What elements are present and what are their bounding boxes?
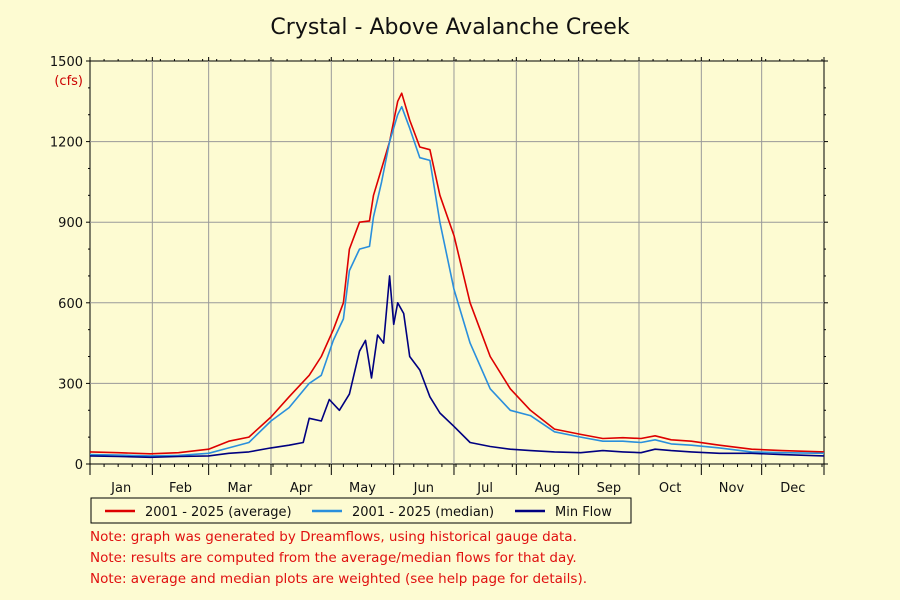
x-tick-label: Aug	[535, 481, 560, 496]
x-axis-labels: Jan Feb Mar Apr May Jun Jul Aug Sep Oct Nov Dec	[110, 481, 805, 496]
x-tick-label: Jun	[413, 481, 434, 496]
x-tick-label: Sep	[597, 481, 622, 496]
note-line: Note: average and median plots are weigh…	[90, 571, 588, 587]
y-tick-label: 0	[75, 458, 83, 473]
plot-area	[89, 60, 825, 465]
x-tick-label: May	[349, 481, 376, 496]
y-tick-label: 1200	[50, 136, 83, 151]
x-tick-label: Mar	[228, 481, 253, 496]
x-tick-label: Feb	[169, 481, 192, 496]
y-tick-label: 1500	[50, 55, 83, 70]
x-tick-label: Jan	[110, 481, 131, 496]
x-tick-label: Dec	[780, 481, 805, 496]
x-tick-label: Oct	[659, 481, 681, 496]
note-line: Note: graph was generated by Dreamflows,…	[90, 529, 577, 545]
legend: 2001 - 2025 (average) 2001 - 2025 (median…	[90, 497, 632, 524]
grid-lines	[90, 61, 824, 464]
series-line	[89, 275, 825, 459]
series-line	[89, 105, 825, 457]
x-tick-label: Nov	[719, 481, 745, 496]
x-tick-label: Apr	[290, 481, 313, 496]
axis-ticks	[86, 57, 828, 475]
series-line	[89, 92, 825, 455]
y-axis-labels: 0 300 600 900 1200 1500	[50, 55, 83, 473]
note-line: Note: results are computed from the aver…	[90, 550, 577, 566]
y-tick-label: 300	[58, 377, 83, 392]
y-axis-unit: (cfs)	[54, 74, 83, 89]
chart-title: Crystal - Above Avalanche Creek	[270, 15, 629, 40]
legend-label: Min Flow	[555, 505, 612, 520]
y-tick-label: 900	[58, 216, 83, 231]
x-tick-label: Jul	[476, 481, 493, 496]
notes: Note: graph was generated by Dreamflows,…	[90, 527, 587, 590]
y-tick-label: 600	[58, 297, 83, 312]
legend-label: 2001 - 2025 (median)	[352, 505, 494, 520]
legend-label: 2001 - 2025 (average)	[145, 505, 292, 520]
series-lines	[89, 92, 825, 459]
